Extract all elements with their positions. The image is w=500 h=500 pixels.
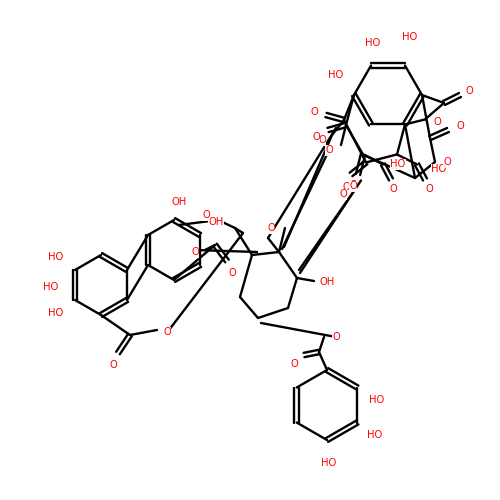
- Text: OH: OH: [320, 277, 334, 287]
- Text: O: O: [202, 210, 210, 220]
- Text: O: O: [342, 182, 350, 192]
- Text: O: O: [465, 86, 473, 96]
- Text: O: O: [433, 118, 441, 128]
- Text: O: O: [191, 247, 199, 257]
- Text: O: O: [332, 332, 340, 342]
- Text: HO: HO: [390, 160, 406, 170]
- Text: HU: HU: [432, 164, 446, 174]
- Text: O: O: [443, 157, 451, 167]
- Text: OH: OH: [208, 217, 224, 227]
- Text: O: O: [389, 184, 397, 194]
- Text: HO: HO: [368, 430, 382, 440]
- Text: HO: HO: [402, 32, 417, 42]
- Text: HO: HO: [370, 395, 384, 405]
- Text: O: O: [425, 184, 433, 194]
- Text: O: O: [267, 223, 275, 233]
- Text: O: O: [318, 135, 326, 145]
- Text: O: O: [349, 182, 357, 192]
- Text: O: O: [456, 121, 464, 131]
- Text: O: O: [339, 190, 347, 200]
- Text: HO: HO: [48, 308, 64, 318]
- Text: OH: OH: [172, 197, 186, 207]
- Text: O: O: [109, 360, 117, 370]
- Text: O: O: [163, 327, 171, 337]
- Text: HO: HO: [432, 164, 446, 174]
- Text: O: O: [325, 145, 333, 155]
- Text: HO: HO: [328, 70, 344, 80]
- Text: O: O: [312, 132, 320, 142]
- Text: O: O: [228, 268, 236, 278]
- Text: O: O: [290, 359, 298, 369]
- Text: HO: HO: [322, 458, 336, 468]
- Text: O: O: [349, 180, 357, 190]
- Text: HO: HO: [48, 252, 64, 262]
- Text: O: O: [310, 107, 318, 117]
- Text: HO: HO: [44, 282, 59, 292]
- Text: HO: HO: [366, 38, 380, 48]
